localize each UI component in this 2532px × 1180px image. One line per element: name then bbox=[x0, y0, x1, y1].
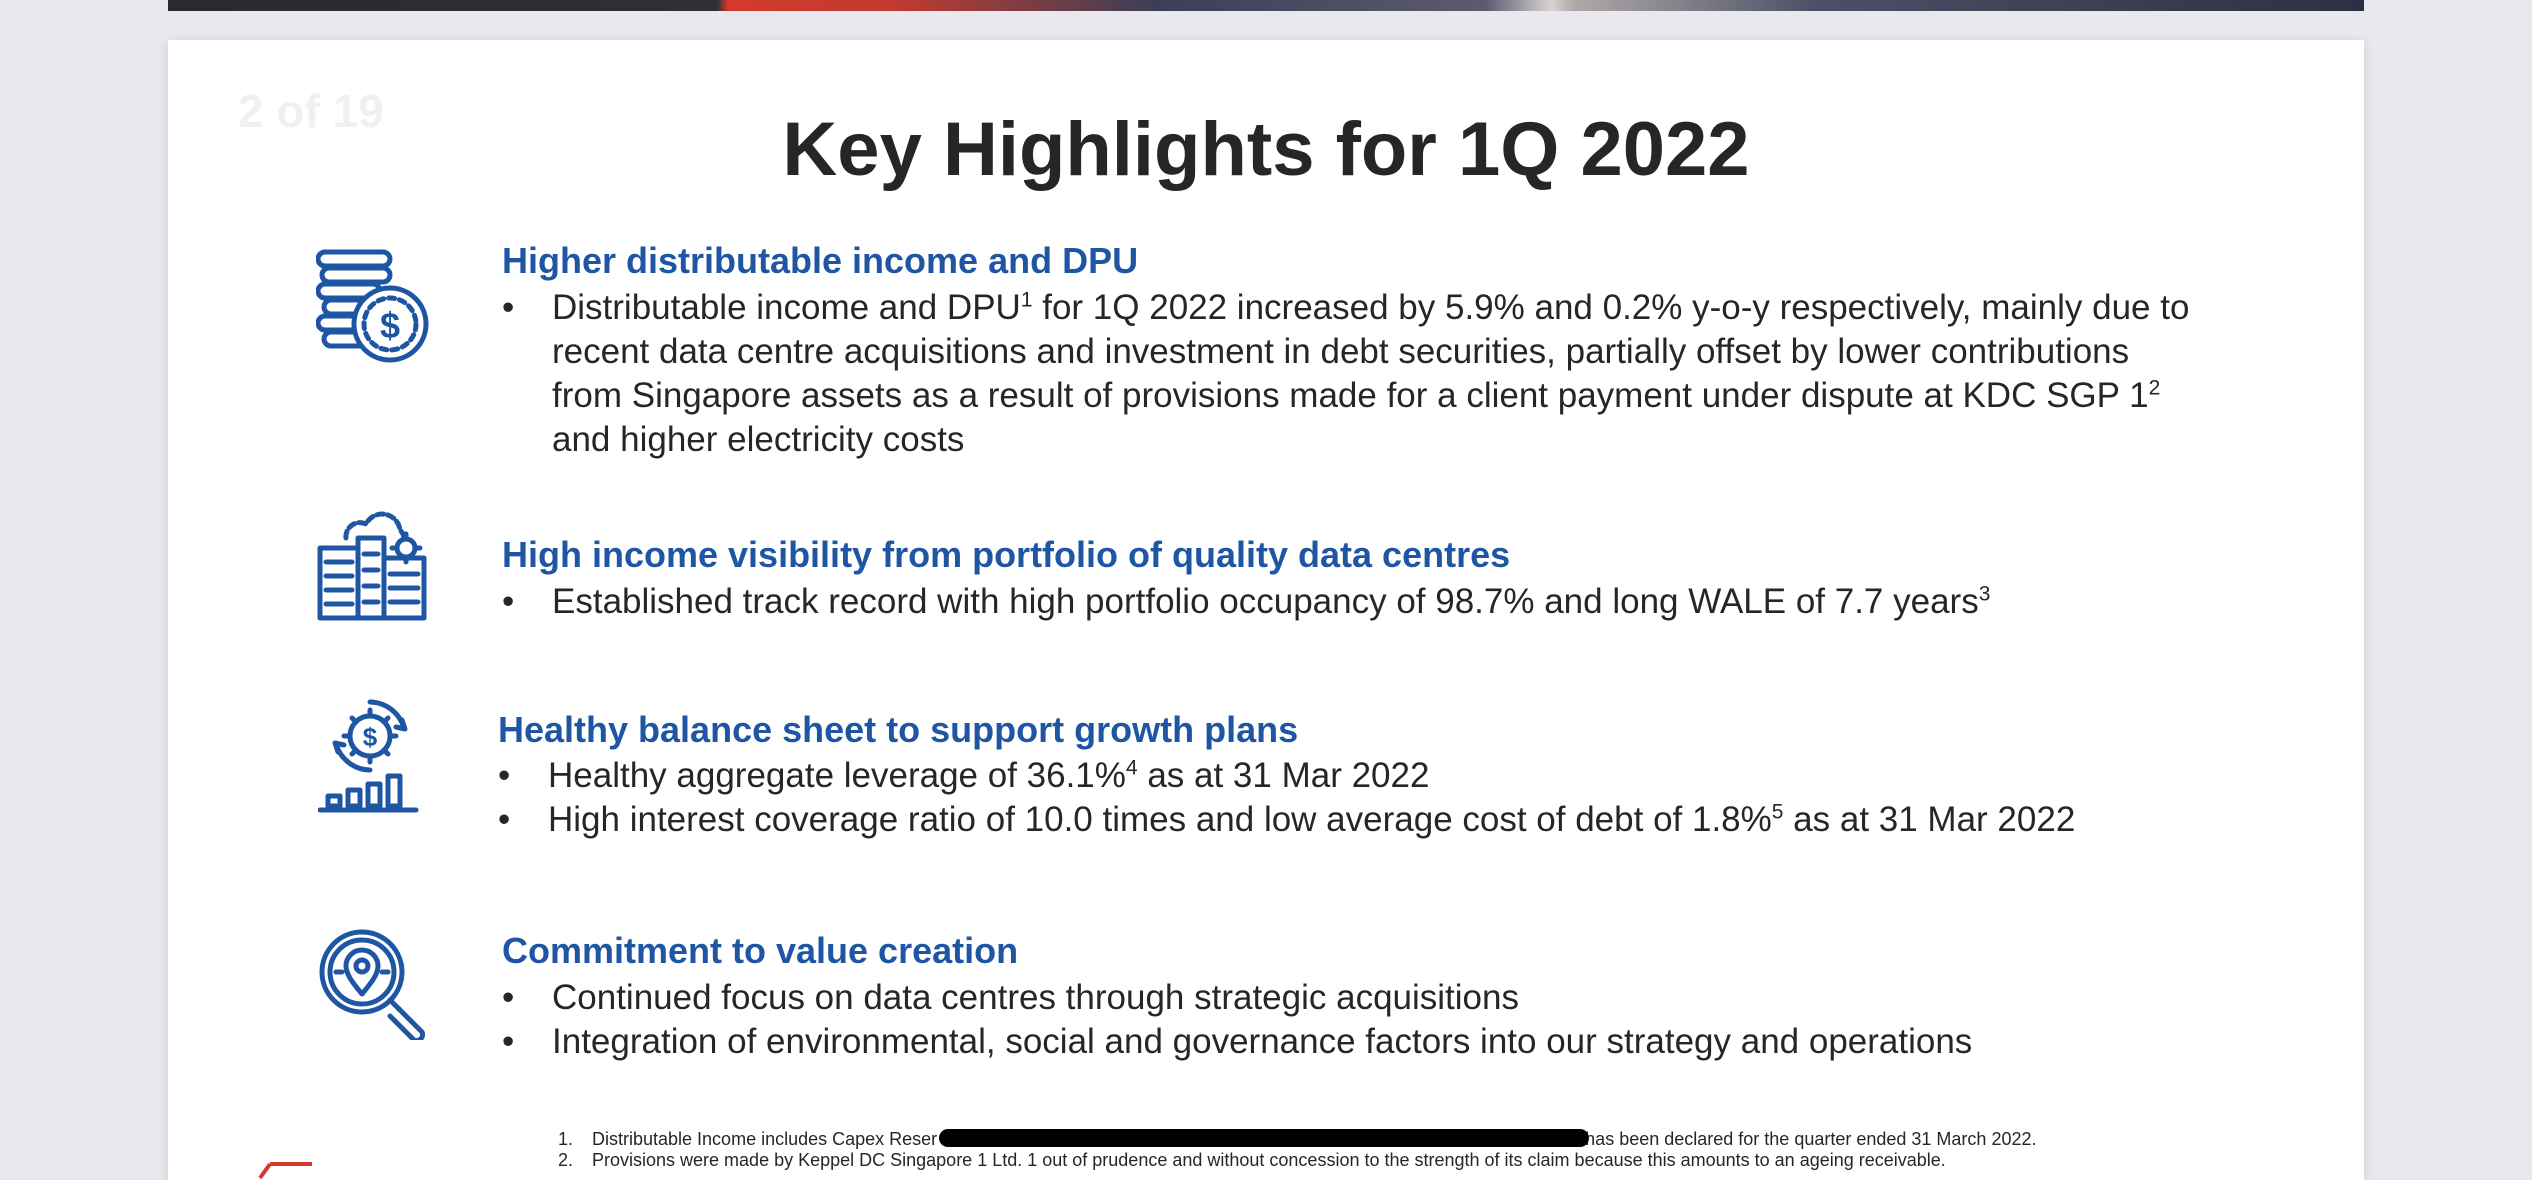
bullet-list-value-creation: • Continued focus on data centres throug… bbox=[502, 976, 2322, 1064]
footnotes: 1. Distributable Income includes Capex R… bbox=[558, 1129, 2036, 1171]
footnote-ref: 1 bbox=[1020, 288, 1033, 312]
redaction-bar bbox=[939, 1129, 1589, 1147]
bullet-list-income: • Distributable income and DPU1 for 1Q 2… bbox=[502, 286, 2322, 462]
section-heading-balance-sheet: Healthy balance sheet to support growth … bbox=[498, 709, 1299, 750]
bullet-text: Integration of environmental, social and… bbox=[552, 1022, 1973, 1061]
section-heading-visibility: High income visibility from portfolio of… bbox=[502, 534, 1511, 575]
bullet-text: Distributable income and DPU bbox=[552, 288, 1021, 327]
footnote-text: Distributable Income includes Capex Rese… bbox=[592, 1129, 938, 1149]
previous-slide-strip[interactable] bbox=[168, 0, 2364, 11]
bullet-item: • Continued focus on data centres throug… bbox=[502, 976, 2322, 1020]
bullet-item: • Healthy aggregate leverage of 36.1%4 a… bbox=[498, 754, 2318, 798]
bullet-item: • High interest coverage ratio of 10.0 t… bbox=[498, 798, 2318, 842]
footnote-item: 1. Distributable Income includes Capex R… bbox=[558, 1129, 2036, 1150]
bullet-text: Healthy aggregate leverage of 36.1% bbox=[548, 756, 1126, 795]
bullet-text: as at 31 Mar 2022 bbox=[1137, 756, 1430, 795]
bullet-text: recent data centre acquisitions and inve… bbox=[552, 332, 2130, 371]
section-heading-value-creation: Commitment to value creation bbox=[502, 930, 1019, 971]
bullet-text: High interest coverage ratio of 10.0 tim… bbox=[548, 800, 1772, 839]
footnote-ref: 5 bbox=[1771, 800, 1784, 824]
bullet-text: Continued focus on data centres through … bbox=[552, 978, 1519, 1017]
bullet-marker: • bbox=[502, 1022, 515, 1061]
footnote-ref: 2 bbox=[2148, 376, 2161, 400]
magnifier-location-icon bbox=[318, 928, 430, 1040]
bullet-marker: • bbox=[502, 288, 515, 327]
slide-page: 2 of 19 Key Highlights for 1Q 2022 $ Hig… bbox=[168, 40, 2364, 1180]
footnote-ref: 3 bbox=[1978, 582, 1991, 606]
bullet-text: Established track record with high portf… bbox=[552, 582, 1979, 621]
bullet-text: from Singapore assets as a result of pro… bbox=[552, 376, 2149, 415]
bullet-marker: • bbox=[502, 582, 515, 621]
footnote-number: 1. bbox=[558, 1129, 574, 1149]
bullet-list-visibility: • Established track record with high por… bbox=[502, 580, 2322, 624]
footnote-number: 2. bbox=[558, 1150, 574, 1170]
slide-title: Key Highlights for 1Q 2022 bbox=[782, 107, 1750, 192]
bullet-marker: • bbox=[502, 978, 515, 1017]
svg-text:$: $ bbox=[380, 305, 400, 346]
svg-text:$: $ bbox=[363, 722, 378, 752]
bullet-item: • Integration of environmental, social a… bbox=[502, 1020, 2322, 1064]
footnote-text: has been declared for the quarter ended … bbox=[1585, 1129, 2037, 1149]
growth-gear-chart-icon: $ bbox=[318, 698, 422, 816]
coins-dollar-icon: $ bbox=[316, 248, 430, 368]
footnote-ref: 4 bbox=[1125, 756, 1138, 780]
footnote-text: Provisions were made by Keppel DC Singap… bbox=[592, 1150, 1946, 1170]
bullet-text: and higher electricity costs bbox=[552, 420, 965, 459]
logo-mark bbox=[258, 1162, 312, 1180]
footnote-item: 2. Provisions were made by Keppel DC Sin… bbox=[558, 1150, 2036, 1171]
bullet-text: for 1Q 2022 increased by 5.9% and 0.2% y… bbox=[1032, 288, 2190, 327]
bullet-list-balance-sheet: • Healthy aggregate leverage of 36.1%4 a… bbox=[498, 754, 2318, 842]
bullet-text: as at 31 Mar 2022 bbox=[1783, 800, 2076, 839]
section-heading-income: Higher distributable income and DPU bbox=[502, 240, 1139, 281]
page-indicator: 2 of 19 bbox=[238, 85, 384, 137]
bullet-marker: • bbox=[498, 800, 511, 839]
data-centre-cloud-icon bbox=[316, 508, 430, 622]
bullet-marker: • bbox=[498, 756, 511, 795]
bullet-item: • Distributable income and DPU1 for 1Q 2… bbox=[502, 286, 2322, 462]
bullet-item: • Established track record with high por… bbox=[502, 580, 2322, 624]
